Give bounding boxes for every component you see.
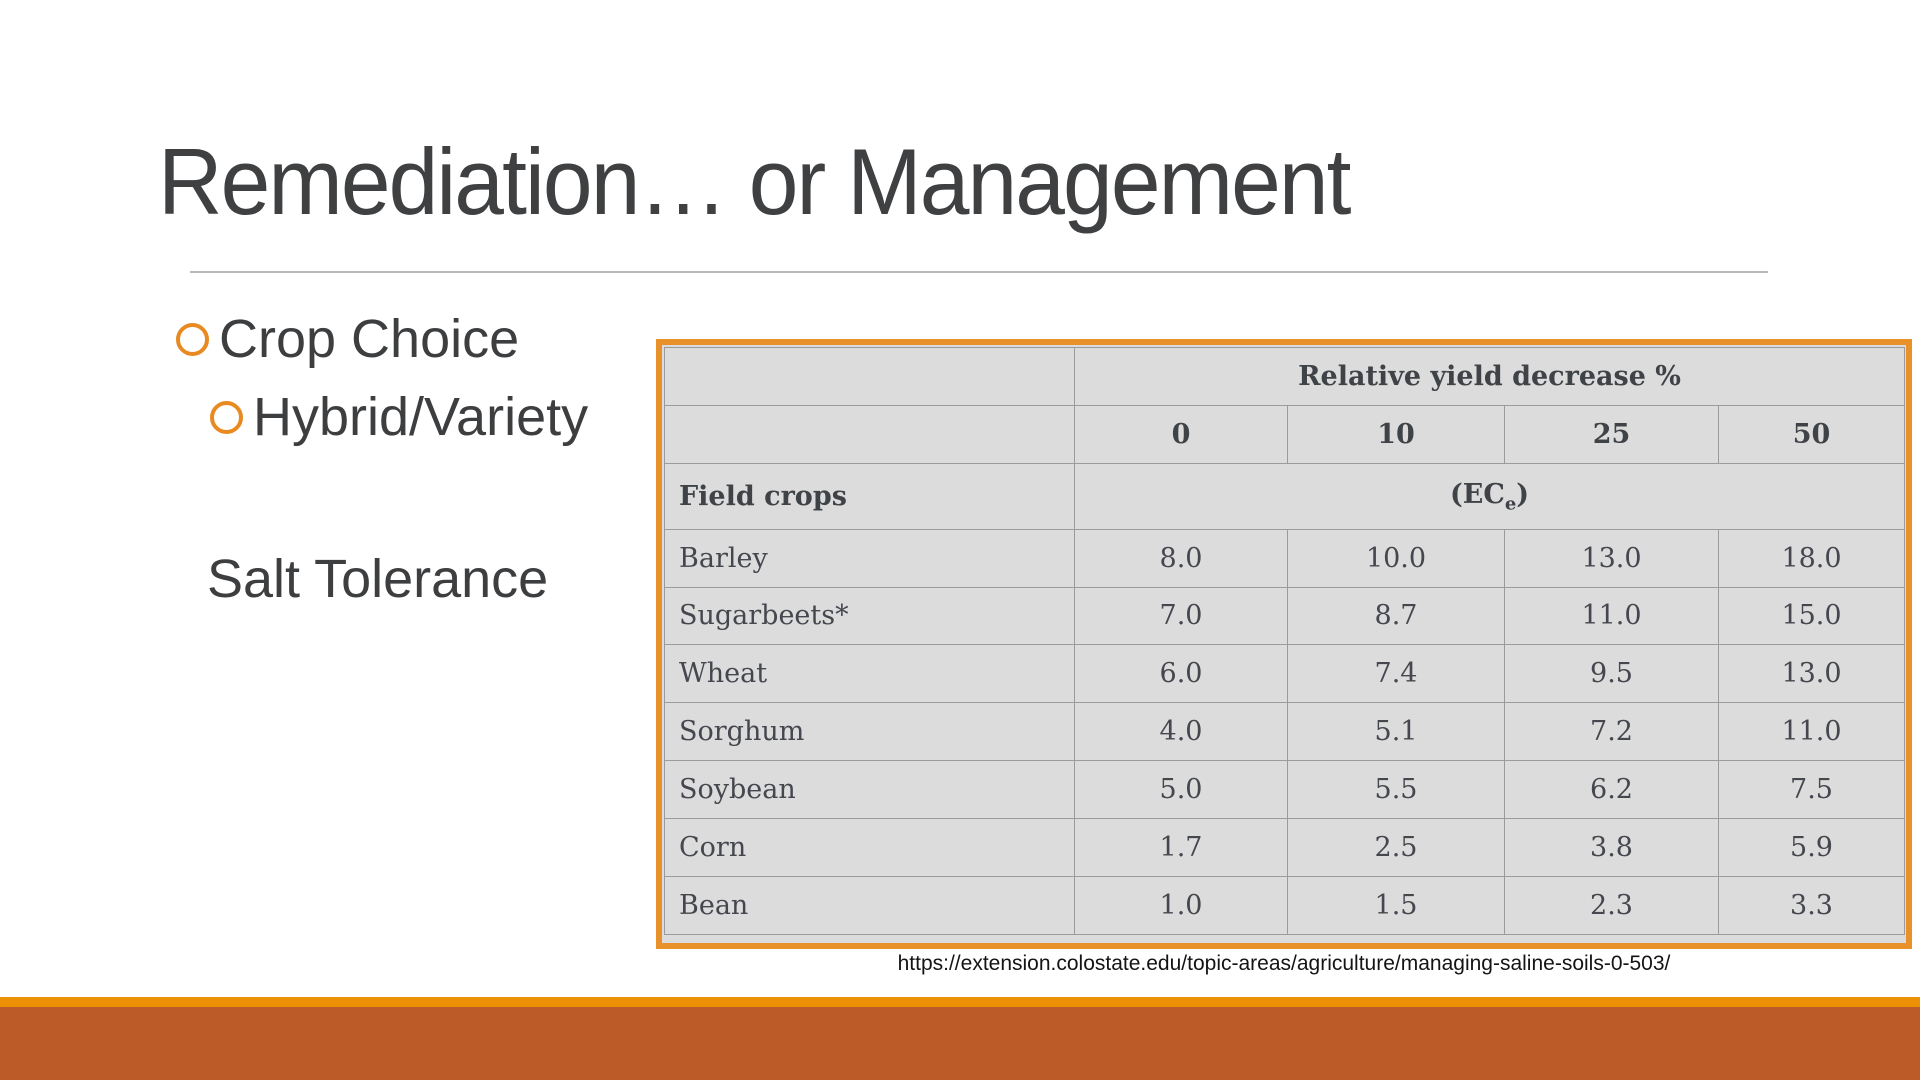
value-cell: 2.3	[1504, 875, 1719, 936]
row-header-field-crops: Field crops	[664, 462, 1075, 530]
table-row-sorghum: Sorghum 4.0 5.1 7.2 11.0	[664, 702, 1906, 762]
table-row-soybean: Soybean 5.0 5.5 6.2 7.5	[664, 760, 1906, 820]
crop-name-cell: Sugarbeets*	[664, 586, 1075, 646]
value-cell: 13.0	[1717, 644, 1906, 704]
value-cell: 6.0	[1074, 644, 1288, 704]
circle-bullet-icon	[176, 322, 209, 356]
title-separator	[190, 271, 1768, 273]
crop-name-cell: Wheat	[664, 644, 1075, 704]
value-cell: 1.7	[1074, 818, 1288, 877]
value-cell: 8.7	[1287, 586, 1505, 646]
value-cell: 4.0	[1074, 702, 1288, 762]
value-cell: 7.2	[1504, 702, 1719, 762]
col-header-10: 10	[1287, 404, 1505, 464]
group-header-cell: Relative yield decrease %	[1073, 347, 1906, 406]
value-cell: 15.0	[1717, 586, 1906, 646]
value-cell: 8.0	[1074, 528, 1288, 588]
crop-name-cell: Soybean	[664, 760, 1075, 820]
value-cell: 9.5	[1504, 644, 1719, 704]
unit-text: )	[1516, 478, 1530, 510]
salt-tolerance-table: Relative yield decrease % 0 10 25 50 Fie…	[656, 339, 1912, 949]
value-cell: 7.4	[1287, 644, 1505, 704]
table-row-wheat: Wheat 6.0 7.4 9.5 13.0	[664, 644, 1906, 704]
bullet-crop-choice: Crop Choice	[176, 300, 588, 378]
crop-name-cell: Barley	[664, 528, 1075, 588]
value-cell: 18.0	[1717, 528, 1906, 588]
value-cell: 5.5	[1287, 760, 1505, 820]
value-cell: 2.5	[1287, 818, 1505, 877]
salt-tolerance-label: Salt Tolerance	[207, 549, 549, 609]
source-url: https://extension.colostate.edu/topic-ar…	[897, 952, 1671, 975]
table-row-field-crops: Field crops (ECe)	[664, 462, 1906, 530]
table-row-col-headers: 0 10 25 50	[664, 404, 1906, 464]
col-header-50: 50	[1717, 404, 1906, 464]
table-row-group-header: Relative yield decrease %	[664, 347, 1906, 406]
value-cell: 7.0	[1074, 586, 1288, 646]
footer-accent-bar	[0, 997, 1920, 1007]
value-cell: 11.0	[1504, 586, 1719, 646]
crop-name-cell: Corn	[664, 818, 1075, 877]
value-cell: 6.2	[1504, 760, 1719, 820]
value-cell: 5.9	[1717, 818, 1906, 877]
table-row-barley: Barley 8.0 10.0 13.0 18.0	[664, 528, 1906, 588]
empty-cell	[664, 347, 1075, 406]
circle-bullet-icon	[210, 400, 243, 434]
crop-name-cell: Bean	[664, 875, 1075, 936]
data-table: Relative yield decrease % 0 10 25 50 Fie…	[664, 347, 1906, 936]
value-cell: 10.0	[1287, 528, 1505, 588]
table-row-corn: Corn 1.7 2.5 3.8 5.9	[664, 818, 1906, 877]
empty-cell	[664, 404, 1075, 464]
value-cell: 3.3	[1717, 875, 1906, 936]
page-title: Remediation… or Management	[158, 129, 1351, 234]
col-header-25: 25	[1504, 404, 1719, 464]
bullet-label: Hybrid/Variety	[253, 387, 589, 448]
value-cell: 5.1	[1287, 702, 1505, 762]
crop-name-cell: Sorghum	[664, 702, 1075, 762]
footer-bar	[0, 1007, 1920, 1080]
col-header-0: 0	[1074, 404, 1288, 464]
table-row-sugarbeets: Sugarbeets* 7.0 8.7 11.0 15.0	[664, 586, 1906, 646]
value-cell: 7.5	[1717, 760, 1906, 820]
value-cell: 3.8	[1504, 818, 1719, 877]
value-cell: 1.5	[1287, 875, 1505, 936]
value-cell: 5.0	[1074, 760, 1288, 820]
bullet-list: Crop Choice Hybrid/Variety	[176, 300, 588, 457]
value-cell: 13.0	[1504, 528, 1719, 588]
table-row-bean: Bean 1.0 1.5 2.3 3.3	[664, 875, 1906, 936]
value-cell: 1.0	[1074, 875, 1288, 936]
unit-text: (EC	[1449, 478, 1505, 510]
bullet-hybrid-variety: Hybrid/Variety	[210, 378, 588, 456]
unit-cell: (ECe)	[1073, 462, 1906, 530]
unit-subscript: e	[1504, 492, 1517, 514]
value-cell: 11.0	[1717, 702, 1906, 762]
bullet-label: Crop Choice	[219, 309, 520, 369]
